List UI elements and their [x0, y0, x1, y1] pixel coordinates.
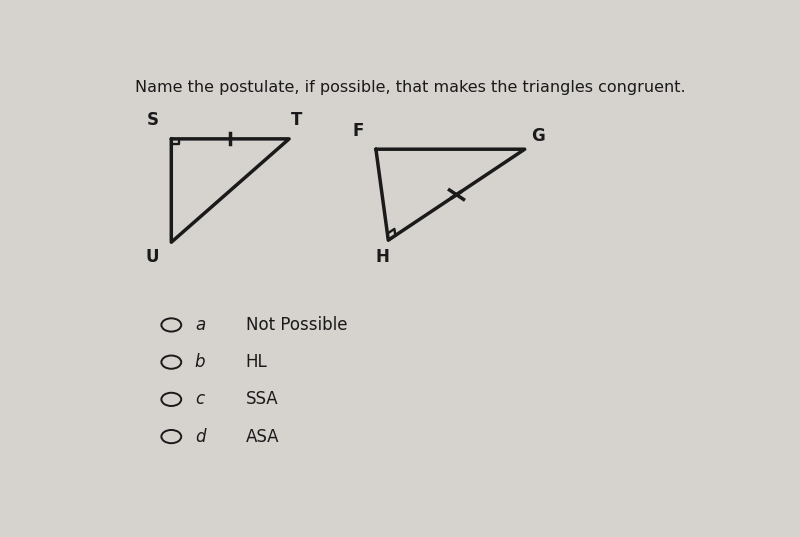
- Text: H: H: [375, 249, 389, 266]
- Text: Name the postulate, if possible, that makes the triangles congruent.: Name the postulate, if possible, that ma…: [134, 79, 686, 95]
- Text: Not Possible: Not Possible: [246, 316, 347, 334]
- Text: SSA: SSA: [246, 390, 278, 408]
- Text: b: b: [195, 353, 206, 371]
- Text: a: a: [195, 316, 205, 334]
- Text: ASA: ASA: [246, 427, 279, 446]
- Text: U: U: [146, 249, 159, 266]
- Text: G: G: [531, 127, 545, 145]
- Text: d: d: [195, 427, 206, 446]
- Text: T: T: [291, 111, 302, 128]
- Text: S: S: [147, 111, 159, 128]
- Text: F: F: [352, 122, 363, 140]
- Text: HL: HL: [246, 353, 267, 371]
- Text: c: c: [195, 390, 204, 408]
